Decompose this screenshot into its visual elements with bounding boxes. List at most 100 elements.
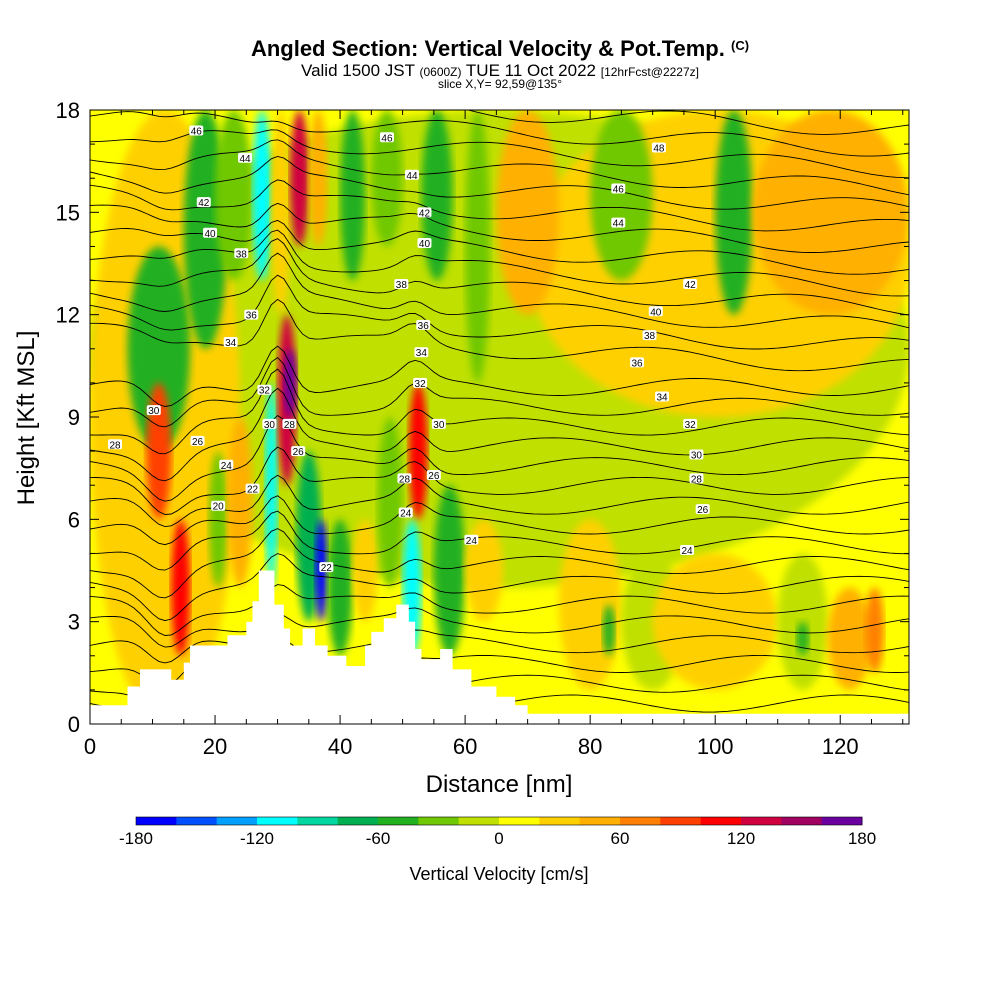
velocity-cell <box>208 451 228 588</box>
contour-label: 48 <box>653 144 665 155</box>
contour-label: 42 <box>198 198 210 209</box>
velocity-cell <box>271 110 291 315</box>
x-tick-label: 120 <box>822 734 859 759</box>
contour-label: 26 <box>697 505 709 516</box>
contour-label-bg <box>464 534 479 545</box>
contour-label-bg <box>398 507 413 518</box>
contour-label: 46 <box>191 126 203 137</box>
isentrope-line <box>90 415 909 502</box>
contour-label: 44 <box>239 154 251 165</box>
contour-label-bg <box>651 142 666 153</box>
velocity-cell <box>421 110 453 281</box>
y-tick-label: 18 <box>56 98 80 123</box>
contour-label: 26 <box>428 471 440 482</box>
contour-label: 26 <box>192 437 204 448</box>
contour-label: 38 <box>396 280 408 291</box>
velocity-cell <box>252 110 272 281</box>
isentrope-line <box>90 111 909 157</box>
y-tick-label: 9 <box>68 405 80 430</box>
y-tick-label: 6 <box>68 507 80 532</box>
isentrope-line <box>90 129 909 179</box>
contour-label: 30 <box>433 420 445 431</box>
y-tick-label: 15 <box>56 200 80 225</box>
colorbar-swatch <box>176 817 218 825</box>
contour-label: 24 <box>400 509 412 520</box>
contour-label: 42 <box>685 280 697 291</box>
isentrope-line <box>90 357 909 428</box>
contour-label-bg <box>417 207 432 218</box>
contour-label: 32 <box>415 379 427 390</box>
chart-title-text: Angled Section: Vertical Velocity & Pot.… <box>250 36 725 61</box>
velocity-cell <box>227 417 253 588</box>
contour-label: 44 <box>406 171 418 182</box>
contour-label: 22 <box>247 485 259 496</box>
contour-label: 46 <box>381 133 393 144</box>
contour-label-bg <box>417 238 432 249</box>
colorbar-frame <box>135 816 863 826</box>
velocity-cell <box>602 604 616 656</box>
contour-label-bg <box>257 384 272 395</box>
contour-label-bg <box>683 418 698 429</box>
colorbar-tick-label: 180 <box>848 829 876 848</box>
contour-labels: 46 44 42 40 38 36 34 32 30 30 28 28 26 26 24 22 20 22 46 44… <box>108 125 710 574</box>
contour-label-bg <box>611 183 626 194</box>
contour-label-bg <box>291 446 306 457</box>
contour-label-bg <box>223 336 238 347</box>
velocity-cell <box>340 110 366 281</box>
y-tick-label: 3 <box>68 610 80 635</box>
contour-label: 32 <box>685 420 697 431</box>
contour-label-bg <box>146 405 161 416</box>
contour-label: 46 <box>613 184 625 195</box>
contour-label: 24 <box>221 461 233 472</box>
isentrope-line <box>90 446 909 515</box>
contour-label-bg <box>695 504 710 515</box>
colorbar-swatch <box>257 817 298 825</box>
isentrope-line <box>90 179 909 232</box>
y-tick-label: 0 <box>68 712 80 737</box>
contour-label: 30 <box>691 451 703 462</box>
velocity-cell <box>465 110 491 383</box>
colorbar-swatch <box>337 817 379 825</box>
contour-label-bg <box>414 347 429 358</box>
contour-label-bg <box>238 152 253 163</box>
isentrope-line <box>90 368 909 455</box>
colorbar-swatch <box>660 817 702 825</box>
contour-label-bg <box>689 473 704 484</box>
colorbar-swatch <box>378 817 419 825</box>
isentrope-line <box>90 202 909 253</box>
isentrope-line <box>90 345 909 407</box>
contour-label-bg <box>196 197 211 208</box>
colorbar-tick-label: 0 <box>494 829 503 848</box>
velocity-cell <box>752 110 909 315</box>
contour-label-bg <box>203 227 218 238</box>
terrain-mask <box>90 570 909 724</box>
contour-label: 38 <box>644 331 656 342</box>
contour-label-bg <box>262 418 277 429</box>
contour-label-bg <box>683 278 698 289</box>
isentrope-line <box>90 274 909 350</box>
velocity-cell <box>796 621 809 656</box>
contour-label: 28 <box>399 474 411 485</box>
forecast-note: [12hrFcst@2227z] <box>600 65 699 79</box>
contour-label: 28 <box>109 440 121 451</box>
contour-label: 28 <box>691 474 703 485</box>
contour-label-bg <box>431 418 446 429</box>
velocity-cell <box>715 110 753 315</box>
colorbar-tick-label: 60 <box>611 829 630 848</box>
contour-label-bg <box>397 473 412 484</box>
isentrope-line <box>90 607 909 648</box>
velocity-cell <box>590 110 653 281</box>
chart-subtitle: Valid 1500 JST (0600Z) TUE 11 Oct 2022 [… <box>0 61 1000 81</box>
y-axis-label: Height [Kft MSL] <box>13 331 40 506</box>
velocity-cell <box>371 110 403 247</box>
isentrope-line <box>90 510 909 571</box>
contour-label: 36 <box>418 321 430 332</box>
contour-label: 44 <box>613 219 625 230</box>
chart-title: Angled Section: Vertical Velocity & Pot.… <box>0 36 1000 62</box>
contour-label: 30 <box>264 420 276 431</box>
valid-time-zulu: (0600Z) <box>419 65 462 79</box>
x-tick-label: 40 <box>328 734 352 759</box>
colorbar: -180 -120 -60 0 60 120 180 <box>119 816 876 848</box>
colorbar-swatch <box>418 817 460 825</box>
velocity-cell <box>265 382 278 588</box>
